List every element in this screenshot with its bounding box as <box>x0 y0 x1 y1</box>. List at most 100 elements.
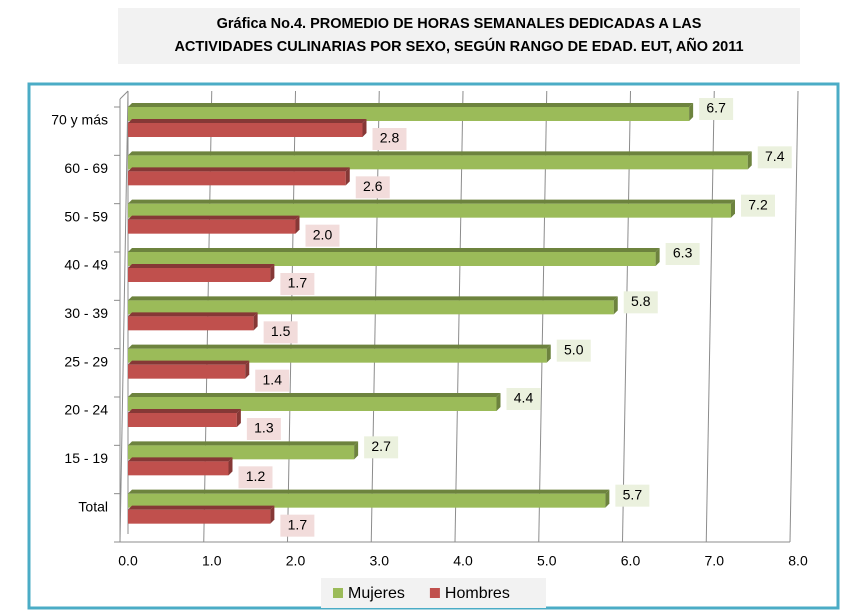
chart-title: Gráfica No.4. PROMEDIO DE HORAS SEMANALE… <box>217 16 702 32</box>
value-label-box <box>355 176 390 199</box>
bar-side <box>731 199 735 218</box>
value-label-box <box>556 339 591 362</box>
bar-top <box>128 215 300 220</box>
y-tick-label: Total <box>78 498 108 514</box>
bar <box>128 155 748 170</box>
bar-top <box>128 103 694 107</box>
bar <box>128 461 229 476</box>
bar-top <box>128 199 735 204</box>
y-tick-label: 20 - 24 <box>64 402 108 418</box>
bar-side <box>295 215 300 234</box>
grid-line <box>789 90 799 543</box>
grid-line <box>119 90 129 543</box>
value-label: 7.4 <box>765 148 785 164</box>
value-label-box <box>280 273 315 295</box>
bar-side <box>270 505 275 524</box>
x-tick-label: 1.0 <box>202 553 222 569</box>
bar <box>128 300 614 315</box>
value-label: 5.0 <box>564 341 584 357</box>
x-tick-label: 2.0 <box>286 553 306 569</box>
bar-top <box>128 296 618 301</box>
value-label-box <box>246 418 281 440</box>
bar-side <box>655 248 660 266</box>
bar <box>128 203 731 218</box>
bar-top <box>128 393 501 397</box>
bar <box>128 413 237 427</box>
y-tick-label: 60 - 69 <box>64 160 108 176</box>
bar-top <box>128 409 241 413</box>
x-tick-label: 3.0 <box>370 553 390 569</box>
value-label: 5.8 <box>631 293 651 309</box>
legend-swatch <box>333 588 343 598</box>
bar-side <box>354 441 359 460</box>
bar <box>128 348 547 363</box>
value-label-box <box>238 466 273 489</box>
x-tick-label: 7.0 <box>705 553 725 569</box>
value-label: 2.7 <box>371 438 391 454</box>
bar-side <box>613 296 618 315</box>
bar-side <box>270 264 275 282</box>
value-label: 6.3 <box>673 245 693 261</box>
bar <box>128 445 355 460</box>
value-label: 4.4 <box>514 390 534 406</box>
x-tick-label: 6.0 <box>621 553 641 569</box>
x-tick-label: 4.0 <box>453 553 473 569</box>
title-box <box>118 8 800 64</box>
bar-top <box>128 344 551 349</box>
bar <box>128 316 254 331</box>
bar-side <box>253 312 258 331</box>
bar <box>128 123 363 137</box>
bar-side <box>689 103 694 121</box>
y-tick-label: 15 - 19 <box>64 450 108 466</box>
value-label: 2.6 <box>363 178 383 194</box>
value-label: 2.0 <box>313 226 333 242</box>
bar-top <box>128 151 752 156</box>
value-label-box <box>506 388 541 410</box>
value-label-box <box>364 436 399 459</box>
bar-side <box>546 344 551 363</box>
value-label: 2.8 <box>380 130 400 146</box>
value-label-box <box>263 321 298 344</box>
bar <box>128 107 690 121</box>
bar-side <box>496 393 501 411</box>
value-label-box <box>255 369 290 392</box>
value-label: 1.3 <box>254 420 274 436</box>
y-tick-label: 25 - 29 <box>64 353 108 369</box>
bar <box>128 268 271 282</box>
y-tick-label: 40 - 49 <box>64 257 108 273</box>
chart-title: ACTIVIDADES CULINARIAS POR SEXO, SEGÚN R… <box>174 37 743 55</box>
value-label: 1.5 <box>271 323 291 339</box>
value-label: 1.2 <box>246 468 266 484</box>
y-tick-label: 50 - 59 <box>64 208 108 224</box>
value-label: 1.7 <box>288 516 308 532</box>
bar-top <box>128 167 350 172</box>
bar-side <box>747 151 752 170</box>
value-label: 1.4 <box>263 371 283 387</box>
legend-label: Hombres <box>445 585 510 602</box>
bar-side <box>605 489 610 508</box>
bar-top <box>128 360 250 365</box>
value-label: 1.7 <box>288 275 308 291</box>
y-tick-label: 30 - 39 <box>64 305 108 321</box>
bar-top <box>128 248 660 252</box>
value-label-box <box>757 146 792 169</box>
bar-side <box>345 167 350 186</box>
value-label-box <box>615 484 650 507</box>
bar-side <box>245 360 250 379</box>
bar <box>128 493 606 508</box>
y-tick-label: 70 y más <box>51 112 108 128</box>
value-label-box <box>280 514 315 537</box>
value-label-box <box>372 128 407 150</box>
bar <box>128 252 656 266</box>
value-label-box <box>623 291 658 314</box>
legend-label: Mujeres <box>348 585 405 602</box>
bar-top <box>128 489 610 494</box>
axis-line <box>119 90 129 100</box>
bar <box>128 219 296 234</box>
x-tick-label: 5.0 <box>537 553 557 569</box>
value-label: 7.2 <box>748 196 768 212</box>
bar-top <box>128 119 367 123</box>
bar-top <box>128 457 233 462</box>
bar-top <box>128 441 359 446</box>
